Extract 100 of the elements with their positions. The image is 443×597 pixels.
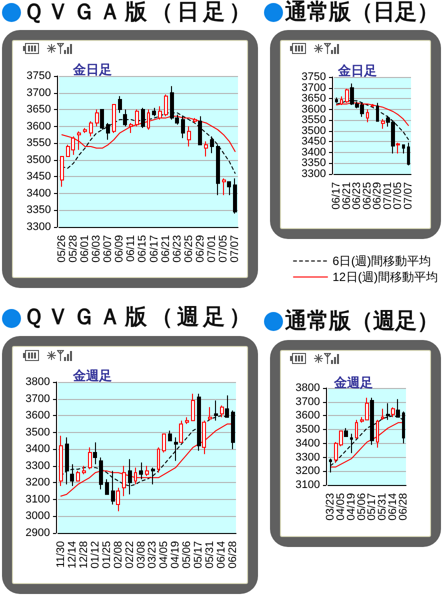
y-tick-label: 3500 bbox=[26, 426, 50, 438]
x-tick-label: 06/23 bbox=[351, 182, 364, 210]
candlestick bbox=[112, 104, 116, 134]
x-tick-label: 06/29 bbox=[194, 235, 206, 263]
y-tick-label: 3350 bbox=[302, 157, 326, 170]
y-tick-label: 3200 bbox=[296, 465, 320, 478]
candlestick bbox=[222, 178, 226, 196]
candlestick bbox=[402, 144, 405, 154]
x-tick-label: 06/14 bbox=[387, 493, 399, 521]
candlestick bbox=[350, 433, 353, 454]
x-tick-label: 06/23 bbox=[171, 235, 184, 263]
candlestick bbox=[82, 465, 86, 475]
y-tick-label: 3700 bbox=[26, 86, 51, 99]
y-tick-label: 3600 bbox=[296, 410, 320, 422]
candlestick bbox=[355, 419, 358, 438]
candlestick bbox=[157, 446, 160, 474]
candlestick bbox=[366, 108, 369, 123]
x-tick-label: 04/05 bbox=[335, 493, 347, 521]
candlestick bbox=[129, 122, 133, 134]
line-series bbox=[60, 423, 234, 497]
x-tick-label: 06/17 bbox=[148, 235, 160, 263]
candlestick bbox=[83, 128, 87, 134]
candlestick bbox=[76, 470, 80, 482]
candlestick bbox=[344, 428, 348, 437]
chart-title: 通常版（週足） bbox=[285, 309, 439, 335]
chart-title: 通常版（日足） bbox=[285, 0, 439, 26]
candlestick bbox=[179, 420, 183, 443]
candlestick bbox=[88, 446, 92, 470]
y-tick-label: 3700 bbox=[26, 392, 50, 405]
y-tick-label: 3450 bbox=[26, 170, 51, 183]
candlestick bbox=[162, 434, 166, 453]
candlestick bbox=[105, 478, 109, 495]
candlestick bbox=[118, 96, 122, 114]
x-tick-label: 06/14 bbox=[216, 541, 228, 569]
legend-label: 12日(週)間移動平均 bbox=[332, 270, 438, 284]
candlestick bbox=[134, 467, 137, 485]
y-tick-label: 3500 bbox=[302, 124, 326, 137]
x-tick-label: 04/19 bbox=[170, 541, 182, 569]
candlestick bbox=[185, 416, 189, 424]
x-tick-label: 03/23 bbox=[146, 541, 159, 569]
x-tick-label: 12/14 bbox=[66, 541, 78, 569]
x-tick-label: 05/06 bbox=[356, 493, 368, 521]
x-tick-label: 07/07 bbox=[402, 182, 414, 210]
x-tick-label: 06/03 bbox=[90, 235, 103, 263]
x-tick-label: 06/29 bbox=[372, 182, 384, 210]
y-tick-label: 3400 bbox=[26, 443, 50, 456]
y-tick-label: 3650 bbox=[26, 104, 51, 116]
chart-subtitle: 金週足 bbox=[333, 376, 373, 391]
line-series bbox=[330, 422, 404, 468]
x-tick-label: 07/01 bbox=[382, 182, 394, 210]
x-tick-label: 04/05 bbox=[158, 541, 170, 569]
candlestick bbox=[181, 116, 185, 139]
y-tick-label: 2900 bbox=[26, 527, 50, 539]
y-tick-label: 3300 bbox=[302, 168, 326, 180]
x-tick-label: 07/05 bbox=[392, 182, 404, 210]
y-tick-label: 3400 bbox=[302, 146, 326, 158]
candlestick bbox=[59, 435, 63, 487]
candlestick bbox=[174, 436, 178, 462]
y-tick-label: 3100 bbox=[26, 493, 50, 506]
candlestick bbox=[89, 120, 93, 137]
x-tick-label: 05/06 bbox=[181, 541, 194, 569]
y-tick-label: 3700 bbox=[296, 396, 320, 408]
candlestick bbox=[210, 136, 214, 154]
x-tick-label: 06/07 bbox=[102, 235, 114, 263]
legend-label: 6日(週)間移動平均 bbox=[332, 254, 432, 268]
y-tick-label: 3450 bbox=[302, 136, 326, 148]
x-tick-label: 06/11 bbox=[125, 235, 138, 262]
y-tick-label: 3400 bbox=[26, 187, 51, 200]
candlestick bbox=[381, 408, 384, 420]
candlestick bbox=[231, 410, 235, 450]
y-tick-label: 3800 bbox=[296, 382, 320, 394]
candlestick bbox=[381, 118, 385, 130]
candlestick bbox=[220, 404, 224, 418]
x-tick-label: 06/15 bbox=[136, 235, 149, 263]
candlestick bbox=[198, 116, 202, 146]
candlestick bbox=[116, 487, 120, 512]
y-tick-label: 3300 bbox=[296, 451, 320, 464]
x-tick-label: 12/28 bbox=[78, 541, 90, 569]
y-tick-label: 3700 bbox=[302, 82, 326, 94]
x-tick-label: 06/28 bbox=[227, 541, 240, 569]
x-tick-label: 02/22 bbox=[124, 541, 136, 569]
candlestick bbox=[95, 109, 99, 127]
x-tick-label: 03/23 bbox=[324, 493, 337, 521]
candlestick bbox=[204, 140, 208, 158]
x-tick-label: 06/17 bbox=[330, 182, 343, 210]
y-tick-label: 3800 bbox=[26, 376, 50, 388]
chart-subtitle: 金日足 bbox=[72, 63, 112, 78]
y-tick-label: 3600 bbox=[26, 120, 51, 132]
x-tick-label: 05/31 bbox=[376, 493, 389, 521]
candlestick bbox=[407, 142, 410, 166]
x-tick-label: 07/07 bbox=[229, 235, 242, 263]
x-tick-label: 07/05 bbox=[218, 235, 230, 263]
y-tick-label: 3550 bbox=[302, 114, 326, 126]
candlestick bbox=[168, 430, 172, 442]
x-tick-label: 07/01 bbox=[206, 235, 218, 263]
x-tick-label: 11/30 bbox=[54, 541, 67, 568]
x-tick-label: 06/25 bbox=[361, 182, 374, 210]
candlestick bbox=[139, 462, 143, 480]
chart-subtitle: 金日足 bbox=[337, 64, 377, 79]
x-tick-label: 03/08 bbox=[135, 541, 148, 569]
